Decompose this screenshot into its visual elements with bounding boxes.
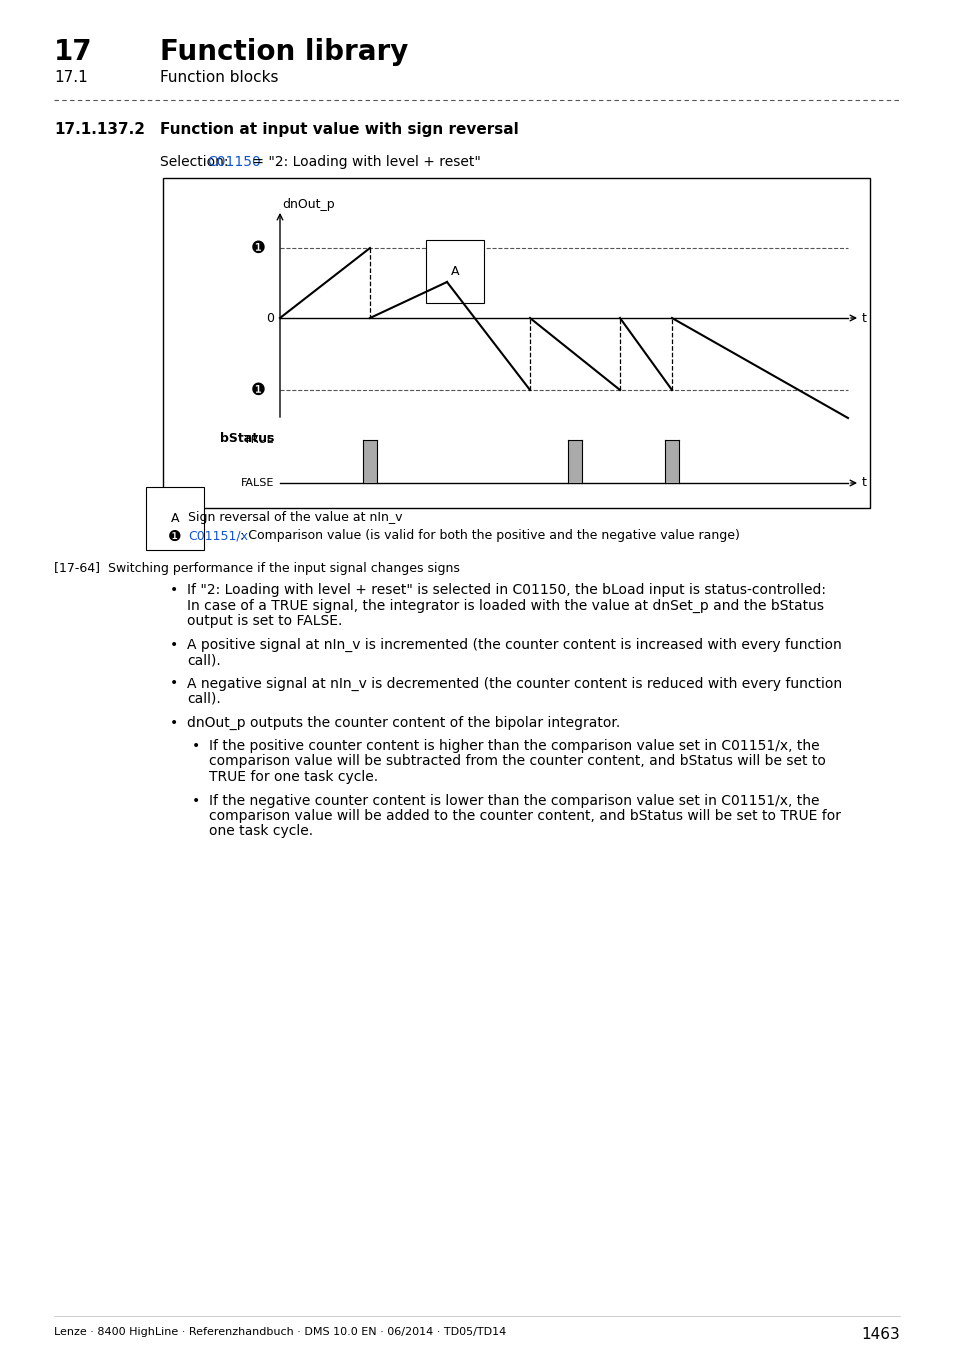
Text: ❶: ❶ xyxy=(251,239,265,256)
Text: output is set to FALSE.: output is set to FALSE. xyxy=(187,614,342,628)
Text: C01151/x: C01151/x xyxy=(188,529,248,543)
Text: Function library: Function library xyxy=(160,38,408,66)
Text: = "2: Loading with level + reset": = "2: Loading with level + reset" xyxy=(248,155,480,169)
Text: 1463: 1463 xyxy=(861,1327,899,1342)
Text: one task cycle.: one task cycle. xyxy=(209,825,313,838)
Text: •: • xyxy=(170,583,178,597)
Text: •: • xyxy=(170,676,178,690)
Text: ❶: ❶ xyxy=(251,381,265,400)
Text: ❶: ❶ xyxy=(168,528,182,544)
Text: Lenze · 8400 HighLine · Referenzhandbuch · DMS 10.0 EN · 06/2014 · TD05/TD14: Lenze · 8400 HighLine · Referenzhandbuch… xyxy=(54,1327,506,1336)
Bar xyxy=(363,440,376,483)
Text: TRUE: TRUE xyxy=(244,435,274,446)
Text: TRUE for one task cycle.: TRUE for one task cycle. xyxy=(209,769,377,784)
Text: If the positive counter content is higher than the comparison value set in C0115: If the positive counter content is highe… xyxy=(209,738,819,753)
Text: •: • xyxy=(170,637,178,652)
Text: •: • xyxy=(192,738,200,753)
Text: C01150: C01150 xyxy=(207,155,260,169)
Text: 17: 17 xyxy=(54,38,92,66)
Text: : Comparison value (is valid for both the positive and the negative value range): : Comparison value (is valid for both th… xyxy=(240,529,740,543)
Text: comparison value will be subtracted from the counter content, and bStatus will b: comparison value will be subtracted from… xyxy=(209,755,825,768)
Bar xyxy=(664,440,679,483)
Bar xyxy=(567,440,581,483)
Text: Selection:: Selection: xyxy=(160,155,233,169)
Text: t: t xyxy=(862,312,866,324)
Text: bStatus: bStatus xyxy=(219,432,274,446)
Text: Function at input value with sign reversal: Function at input value with sign revers… xyxy=(160,122,518,136)
Text: t: t xyxy=(862,477,866,490)
Text: A positive signal at nIn_v is incremented (the counter content is increased with: A positive signal at nIn_v is incremente… xyxy=(187,637,841,652)
Text: comparison value will be added to the counter content, and bStatus will be set t: comparison value will be added to the co… xyxy=(209,809,841,824)
Text: [17-64]  Switching performance if the input signal changes signs: [17-64] Switching performance if the inp… xyxy=(54,562,459,575)
Text: In case of a TRUE signal, the integrator is loaded with the value at dnSet_p and: In case of a TRUE signal, the integrator… xyxy=(187,598,823,613)
Text: dnOut_p: dnOut_p xyxy=(282,198,335,211)
Text: 17.1.137.2: 17.1.137.2 xyxy=(54,122,145,136)
Text: •: • xyxy=(192,794,200,807)
Text: If the negative counter content is lower than the comparison value set in C01151: If the negative counter content is lower… xyxy=(209,794,819,807)
Text: A: A xyxy=(171,512,179,525)
Text: •: • xyxy=(170,716,178,729)
Text: FALSE: FALSE xyxy=(240,478,274,487)
Text: A negative signal at nIn_v is decremented (the counter content is reduced with e: A negative signal at nIn_v is decremente… xyxy=(187,676,841,691)
Text: Function blocks: Function blocks xyxy=(160,70,278,85)
Text: call).: call). xyxy=(187,693,220,706)
Text: A: A xyxy=(451,265,459,278)
Bar xyxy=(163,178,869,508)
Text: 0: 0 xyxy=(266,312,274,324)
Text: 17.1: 17.1 xyxy=(54,70,88,85)
Text: call).: call). xyxy=(187,653,220,667)
Text: Sign reversal of the value at nIn_v: Sign reversal of the value at nIn_v xyxy=(188,512,402,525)
Text: If "2: Loading with level + reset" is selected in C01150, the bLoad input is sta: If "2: Loading with level + reset" is se… xyxy=(187,583,825,597)
Text: dnOut_p outputs the counter content of the bipolar integrator.: dnOut_p outputs the counter content of t… xyxy=(187,716,619,729)
